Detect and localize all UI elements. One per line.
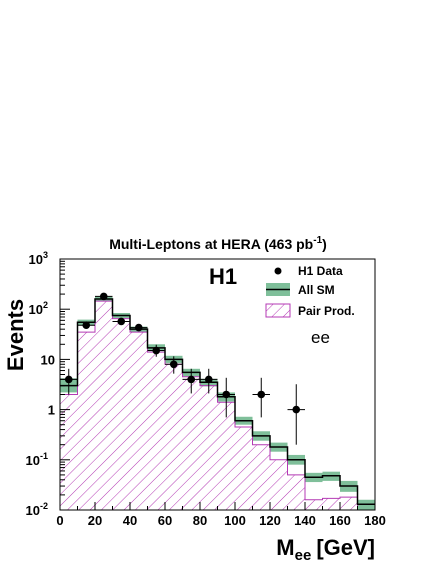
pair-prod-bin: [270, 459, 288, 510]
pair-prod-bin: [147, 352, 165, 510]
pair-prod-bin: [322, 498, 340, 510]
y-tick-label: 103: [29, 250, 48, 267]
legend-label-data: H1 Data: [298, 264, 343, 278]
h1-data-points: [60, 292, 305, 445]
x-tick-label: 180: [364, 513, 386, 528]
pair-prod-bin: [130, 332, 148, 510]
x-axis-ticks: 0 20 40 60 80 100 120 140 160 180: [56, 502, 386, 528]
data-point: [82, 321, 91, 330]
pair-prod-bin: [340, 497, 358, 510]
y-axis-label: Events: [3, 299, 28, 371]
chart-title: Multi-Leptons at HERA (463 pb-1): [109, 235, 327, 252]
pair-prod-bin: [112, 318, 130, 510]
pair-prod-bin: [305, 499, 323, 510]
data-point: [169, 360, 178, 369]
title-close: ): [322, 236, 327, 252]
y-tick-base: 10: [26, 453, 40, 468]
x-axis-label-unit: [GeV]: [316, 535, 375, 560]
pair-prod-bin: [287, 474, 305, 510]
data-point: [292, 405, 301, 414]
channel-label: ee: [311, 328, 330, 347]
y-tick-label: 10: [41, 352, 55, 367]
y-tick-exponent: -1: [40, 451, 48, 461]
pair-prod-bin: [235, 427, 253, 510]
legend: H1 Data All SM Pair Prod.: [265, 264, 355, 318]
x-tick-label: 80: [193, 513, 207, 528]
pair-prod-bin: [60, 394, 78, 510]
x-axis-label-main: M: [276, 535, 294, 560]
data-point: [257, 390, 266, 399]
data-point: [204, 375, 213, 384]
x-tick-label: 60: [158, 513, 172, 528]
y-tick-base: 10: [26, 503, 40, 518]
pair-prod-bin: [182, 376, 200, 510]
x-tick-label: 140: [294, 513, 316, 528]
data-point: [222, 390, 231, 399]
legend-pair-hatch: [265, 303, 291, 318]
pair-prod-bin: [95, 301, 113, 510]
y-tick-exponent: 3: [43, 250, 48, 260]
x-tick-label: 100: [224, 513, 246, 528]
all-sm-step-line: [60, 298, 375, 506]
pair-prod-bin: [200, 385, 218, 510]
all-sm-histogram: [60, 298, 375, 506]
data-point: [99, 292, 108, 301]
x-axis-label-subscript: ee: [295, 547, 312, 564]
data-point: [152, 346, 161, 355]
legend-label-allsm: All SM: [298, 283, 335, 297]
y-tick-base: 10: [29, 302, 43, 317]
y-tick-exponent: 2: [43, 300, 48, 310]
x-tick-label: 40: [123, 513, 137, 528]
pair-prod-histogram: [59, 300, 375, 511]
legend-label-pair: Pair Prod.: [298, 304, 355, 318]
legend-data-marker: [274, 267, 282, 275]
data-point: [187, 375, 196, 384]
y-tick-exponent: -2: [40, 501, 48, 511]
x-axis-label: Mee [GeV]: [276, 535, 375, 564]
pair-prod-bin: [217, 402, 235, 510]
title-superscript: -1: [313, 235, 322, 246]
x-tick-label: 120: [259, 513, 281, 528]
y-tick-label: 1: [48, 403, 55, 418]
y-tick-base: 10: [29, 252, 43, 267]
pair-prod-bin: [252, 444, 270, 510]
data-point: [134, 323, 143, 332]
pair-prod-bin: [165, 364, 183, 510]
pair-prod-bin: [77, 332, 95, 510]
data-point: [117, 317, 126, 326]
x-tick-label: 0: [56, 513, 63, 528]
y-tick-label: 10-2: [26, 501, 48, 518]
data-point: [64, 375, 73, 384]
experiment-label: H1: [209, 264, 237, 289]
title-main: Multi-Leptons at HERA (463 pb: [109, 236, 313, 252]
y-tick-label: 102: [29, 300, 48, 317]
x-tick-label: 160: [329, 513, 351, 528]
y-tick-label: 10-1: [26, 451, 48, 468]
x-tick-label: 20: [88, 513, 102, 528]
